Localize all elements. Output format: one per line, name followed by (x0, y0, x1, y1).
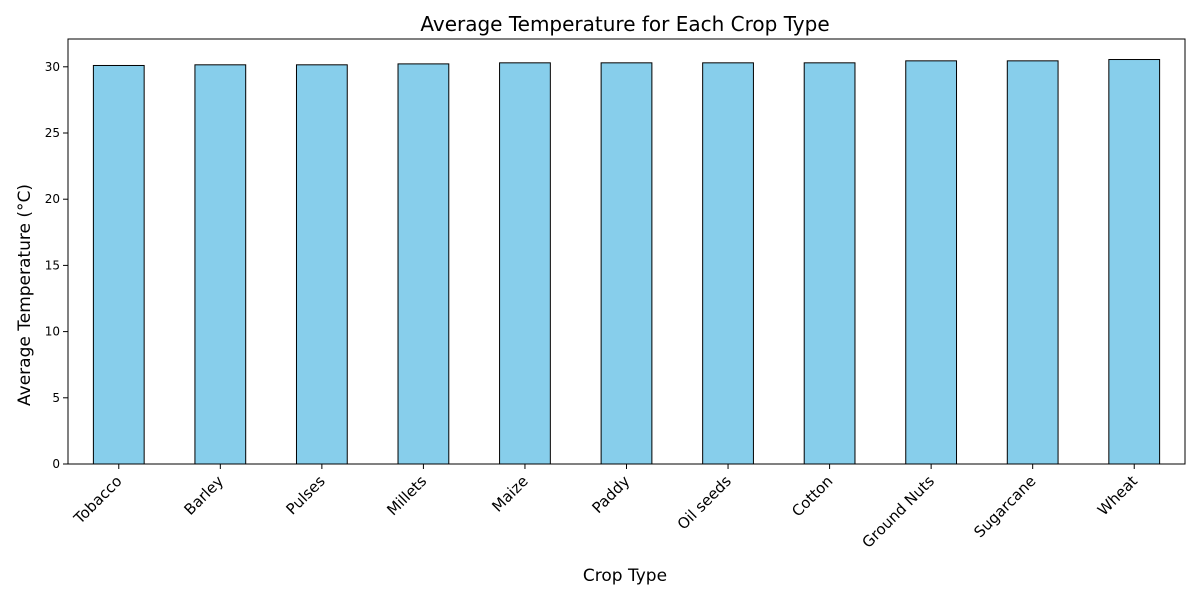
y-tick-label: 5 (52, 391, 60, 405)
y-tick-label: 30 (45, 60, 60, 74)
x-tick-label: Barley (181, 472, 228, 519)
x-tick-label: Millets (383, 472, 430, 519)
plot-area: Tobacco Barley Pulses Millets Maize Paddy Oil … (45, 38, 1186, 552)
x-tick-label: Wheat (1094, 472, 1141, 519)
x-tick-label: Tobacco (70, 472, 126, 528)
y-axis-label: Average Temperature (°C) (15, 184, 35, 406)
x-tick-label: Oil seeds (674, 472, 735, 533)
x-tick-label: Sugarcane (970, 472, 1039, 541)
bar-wheat (1108, 59, 1161, 465)
y-tick-label: 15 (45, 258, 60, 272)
chart-title: Average Temperature for Each Crop Type (420, 12, 829, 36)
bar-cotton (803, 62, 856, 465)
axes-frame (67, 38, 1186, 465)
x-axis-label: Crop Type (583, 566, 667, 586)
x-tick-label: Cotton (788, 472, 836, 520)
x-tick-label: Pulses (282, 472, 328, 518)
bar-millets (397, 63, 450, 465)
y-tick-label: 20 (45, 192, 60, 206)
bar-paddy (600, 62, 653, 465)
y-tick-label: 0 (52, 457, 60, 471)
x-tick-label: Paddy (588, 472, 633, 517)
x-tick-label: Ground Nuts (859, 472, 939, 552)
bar-pulses (295, 64, 348, 465)
y-tick-label: 25 (45, 126, 60, 140)
y-tick-label: 10 (45, 325, 60, 339)
bar-maize (499, 62, 551, 465)
x-tick-label: Maize (488, 472, 531, 515)
bar-sugarcane (1006, 60, 1059, 465)
bar-barley (194, 64, 247, 465)
bar-ground-nuts (905, 60, 958, 465)
bar-oil-seeds (702, 62, 754, 465)
bar-tobacco (92, 64, 145, 465)
